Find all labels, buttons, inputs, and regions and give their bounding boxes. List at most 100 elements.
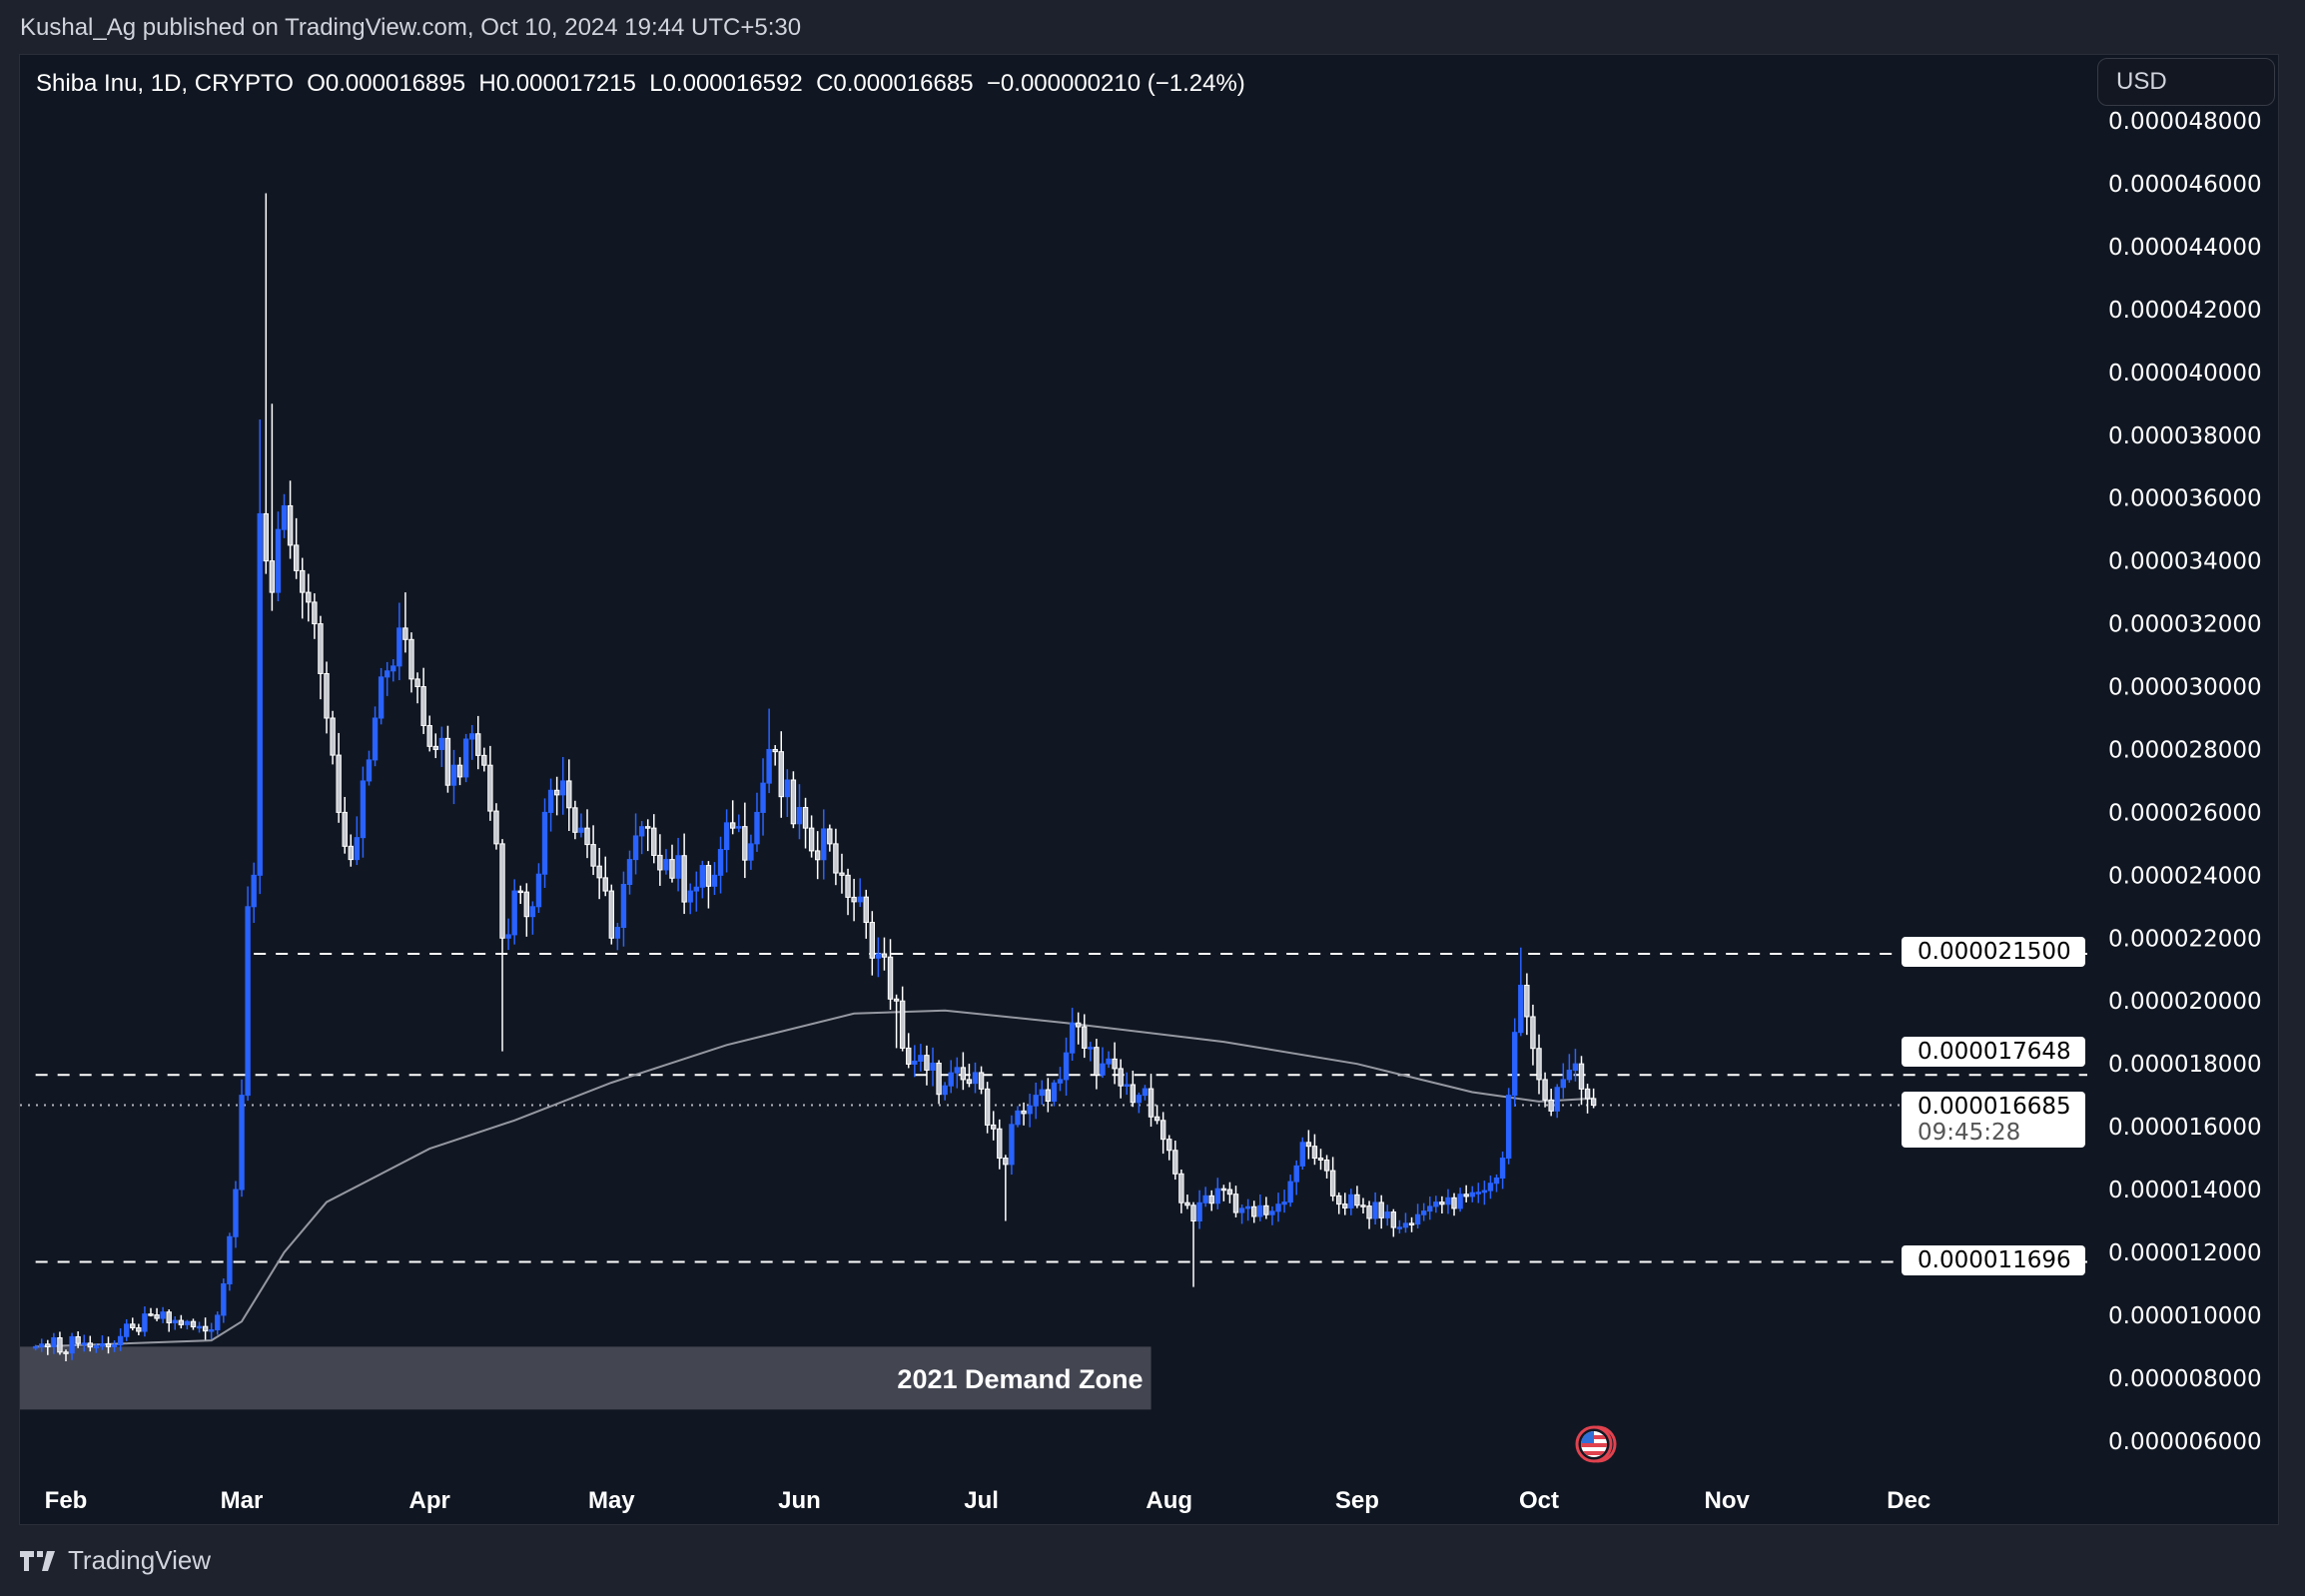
- candle-body: [966, 1079, 973, 1085]
- candle-body: [1069, 1022, 1076, 1054]
- candle-body: [808, 827, 815, 852]
- candle-body: [821, 828, 827, 861]
- tradingview-logo[interactable]: TradingView: [20, 1545, 211, 1576]
- candle-body: [160, 1311, 166, 1319]
- candle-body: [827, 828, 833, 845]
- candle-body: [1009, 1124, 1015, 1166]
- candle-body: [190, 1320, 197, 1327]
- candle-body: [456, 764, 463, 778]
- chart-panel[interactable]: [19, 54, 2279, 1525]
- tradingview-logo-icon: [20, 1550, 55, 1571]
- candle-body: [651, 827, 657, 856]
- candle-body: [396, 627, 402, 667]
- candle-body: [881, 953, 888, 958]
- candle-body: [378, 676, 384, 719]
- candle-body: [1039, 1089, 1045, 1097]
- candle-body: [1159, 1120, 1166, 1141]
- candle-body: [1499, 1158, 1506, 1179]
- candle-body: [1396, 1226, 1403, 1229]
- candle-body: [893, 998, 900, 1002]
- last-price-label: 0.000016685 09:45:28: [1902, 1091, 2085, 1148]
- price-tick-label: 0.000008000: [2108, 1366, 2262, 1392]
- candle-body: [1475, 1192, 1482, 1195]
- candle-body: [1142, 1088, 1149, 1097]
- candle-body: [69, 1335, 75, 1354]
- candle-body: [578, 827, 584, 833]
- candle-body: [711, 874, 718, 887]
- candle-body: [1136, 1095, 1143, 1104]
- price-axis[interactable]: 0.000006000 0.000008000 0.000010000 0.00001…: [2108, 109, 2262, 1455]
- month-tick-label: Feb: [45, 1487, 88, 1514]
- price-tick-label: 0.000026000: [2108, 800, 2262, 826]
- candle-body: [1045, 1089, 1052, 1103]
- candle-body: [1548, 1099, 1554, 1112]
- candle-body: [1487, 1183, 1494, 1192]
- month-tick-label: Mar: [221, 1487, 264, 1514]
- candle-body: [997, 1128, 1003, 1160]
- price-tick-label: 0.000028000: [2108, 737, 2262, 763]
- candle-body: [857, 896, 863, 903]
- price-tick-label: 0.000048000: [2108, 109, 2262, 135]
- candle-body: [124, 1323, 130, 1337]
- candle-body: [1590, 1098, 1597, 1107]
- symbol-name: Shiba Inu, 1D, CRYPTO: [36, 70, 294, 97]
- price-tick-label: 0.000012000: [2108, 1240, 2262, 1266]
- candle-body: [384, 670, 390, 678]
- candle-body: [1542, 1079, 1548, 1101]
- candle-body: [899, 1000, 906, 1049]
- candle-body: [1463, 1194, 1469, 1197]
- candle-body: [535, 873, 542, 908]
- candle-body: [687, 890, 693, 903]
- candle-body: [1057, 1079, 1064, 1084]
- price-tick-label: 0.000016000: [2108, 1115, 2262, 1141]
- candle-body: [215, 1314, 221, 1330]
- candle-body: [529, 906, 536, 918]
- candle-body: [142, 1313, 148, 1332]
- candle-body: [1402, 1222, 1409, 1228]
- candle-body: [136, 1327, 142, 1332]
- symbol-legend: Shiba Inu, 1D, CRYPTO O0.000016895 H0.00…: [36, 70, 1245, 98]
- candle-body: [1378, 1201, 1384, 1218]
- candle-body: [991, 1124, 997, 1130]
- candle-body: [300, 569, 306, 593]
- candle-body: [669, 859, 675, 879]
- candle-body: [1153, 1116, 1160, 1122]
- candle-body: [438, 737, 445, 750]
- price-label-21500: 0.000021500: [1902, 937, 2085, 967]
- candle-body: [960, 1067, 967, 1081]
- candle-body: [1342, 1203, 1348, 1208]
- demand-zone-box[interactable]: [20, 1346, 1152, 1410]
- candle-body: [802, 806, 809, 829]
- currency-button[interactable]: USD: [2097, 58, 2275, 106]
- candle-body: [75, 1335, 81, 1344]
- candle-body: [517, 890, 523, 894]
- time-axis[interactable]: Feb Mar Apr May Jun Jul Aug Sep Oct Nov Dec: [45, 1487, 1931, 1514]
- candle-body: [184, 1320, 191, 1325]
- ohlc-high: H0.000017215: [478, 70, 636, 97]
- candle-body: [1196, 1201, 1202, 1222]
- demand-zone[interactable]: 2021 Demand Zone: [20, 1346, 1152, 1410]
- candle-body: [784, 779, 791, 798]
- candle-body: [32, 1345, 39, 1349]
- us-flag-event-icon[interactable]: [1575, 1425, 1617, 1463]
- candle-body: [736, 826, 742, 829]
- candle-body: [1033, 1095, 1039, 1107]
- candle-body: [481, 754, 487, 766]
- moving-average-line: [35, 1009, 1594, 1348]
- candle-body: [632, 835, 639, 861]
- candle-body: [1208, 1195, 1214, 1204]
- candle-body: [1190, 1204, 1196, 1222]
- candle-body: [468, 733, 475, 740]
- price-tick-label: 0.000006000: [2108, 1429, 2262, 1455]
- candle-body: [1232, 1194, 1239, 1213]
- price-label-11696: 0.000011696: [1902, 1244, 2085, 1275]
- candle-body: [663, 859, 669, 871]
- candle-body: [978, 1072, 985, 1090]
- candle-body: [196, 1325, 203, 1329]
- candle-body: [1202, 1195, 1208, 1203]
- candle-body: [681, 855, 687, 903]
- candle-body: [505, 934, 511, 939]
- candle-body: [839, 872, 845, 876]
- candle-body: [281, 504, 288, 530]
